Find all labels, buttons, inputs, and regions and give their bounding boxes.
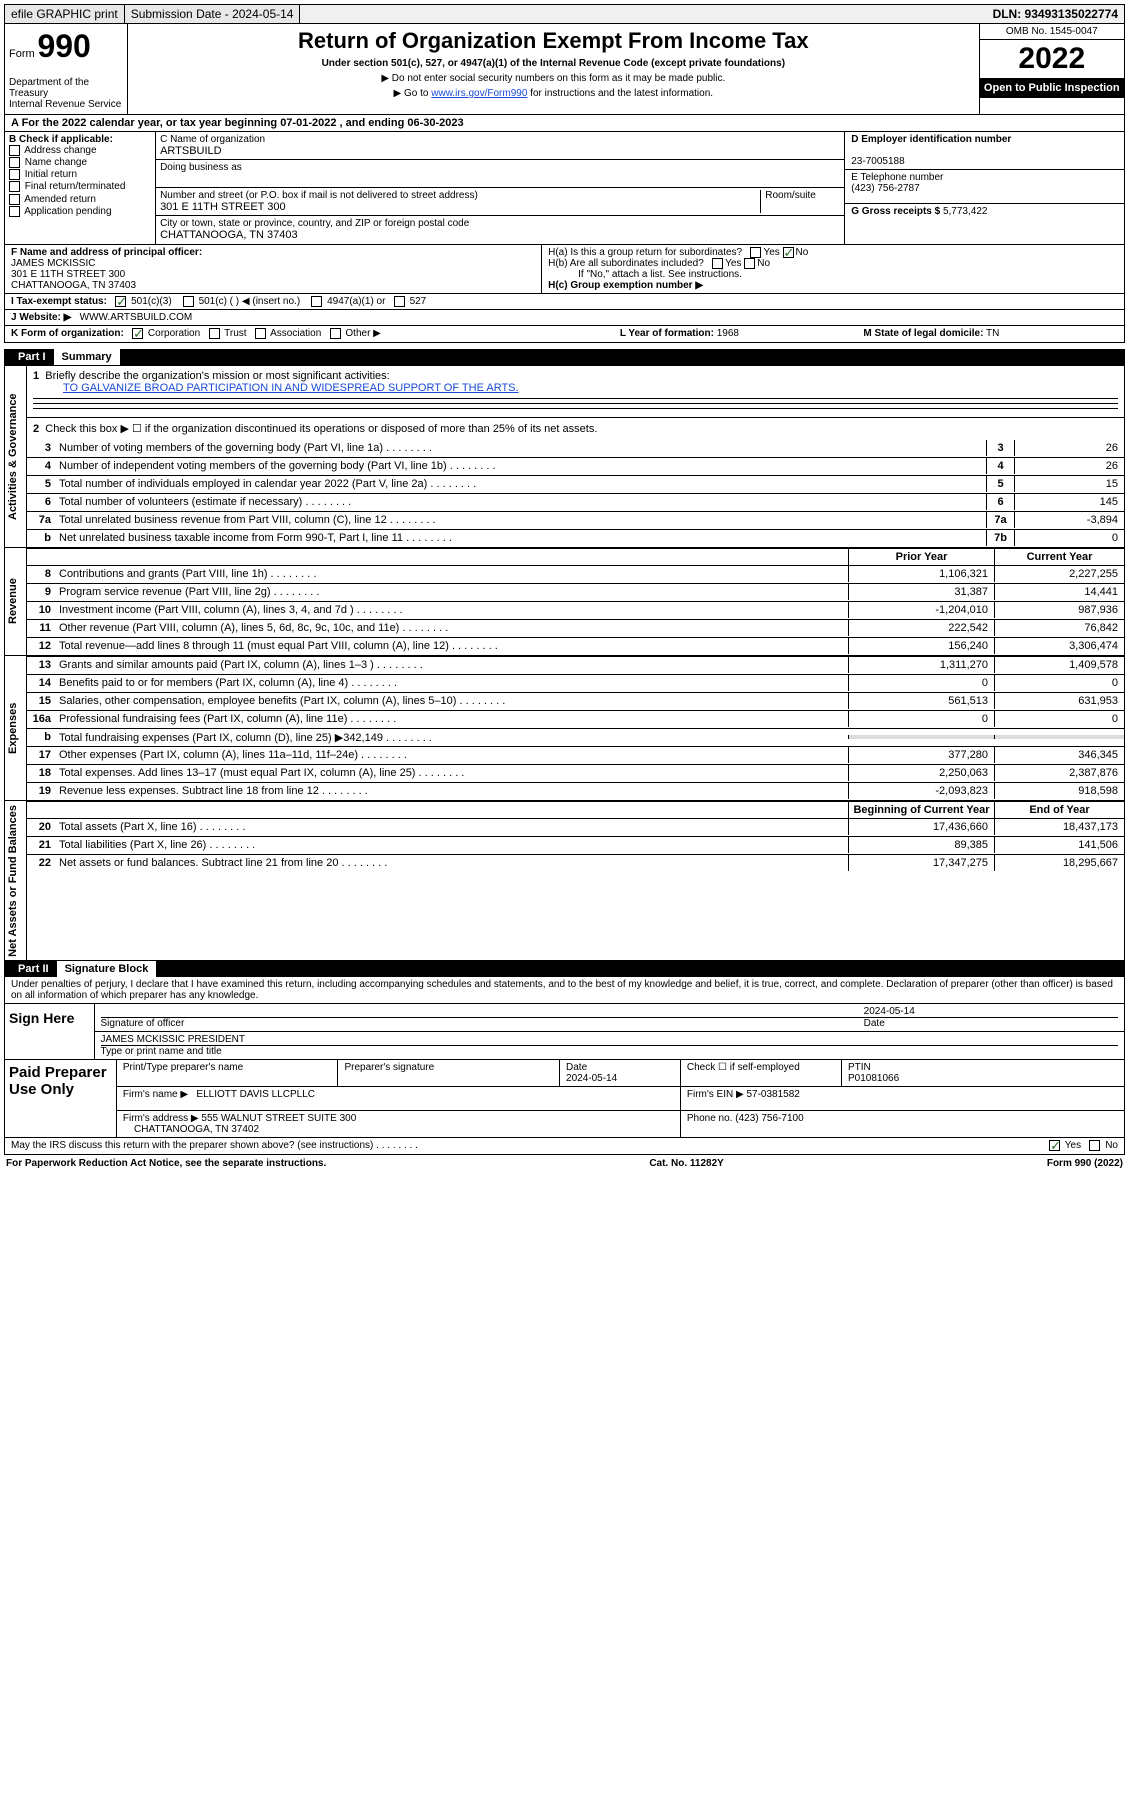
form-title: Return of Organization Exempt From Incom… <box>138 28 968 54</box>
b-label: B Check if applicable: <box>9 134 113 145</box>
vtab-gov: Activities & Governance <box>5 366 27 547</box>
g-label: G Gross receipts $ <box>851 206 940 217</box>
dba-label: Doing business as <box>160 162 242 173</box>
header: Form 990 Department of the Treasury Inte… <box>4 24 1125 115</box>
part2-header: Part IISignature Block <box>4 961 1125 977</box>
form-label: Form <box>9 48 35 60</box>
cb-address[interactable] <box>9 145 20 156</box>
firm-ein: 57-0381582 <box>746 1089 799 1100</box>
instr2-pre: ▶ Go to <box>394 88 432 99</box>
block-b-left: B Check if applicable: Address change Na… <box>5 132 156 244</box>
ptin: P01081066 <box>848 1073 899 1084</box>
vtab-net: Net Assets or Fund Balances <box>5 801 27 961</box>
cb-initial[interactable] <box>9 169 20 180</box>
submission-date: Submission Date - 2024-05-14 <box>125 5 301 23</box>
city-label: City or town, state or province, country… <box>160 218 469 229</box>
header-right: OMB No. 1545-0047 2022 Open to Public In… <box>979 24 1124 114</box>
cb-trust[interactable] <box>209 328 220 339</box>
street: 301 E 11TH STREET 300 <box>160 201 286 213</box>
org-name: ARTSBUILD <box>160 145 222 157</box>
vtab-rev: Revenue <box>5 548 27 655</box>
street-label: Number and street (or P.O. box if mail i… <box>160 190 478 201</box>
cb-501c[interactable] <box>183 296 194 307</box>
e-label: E Telephone number <box>851 172 943 183</box>
paid-preparer: Paid Preparer Use Only Print/Type prepar… <box>4 1060 1125 1138</box>
irs: Internal Revenue Service <box>9 99 123 110</box>
top-bar: efile GRAPHIC print Submission Date - 20… <box>4 4 1125 24</box>
state-domicile: TN <box>986 328 999 339</box>
f-block: F Name and address of principal officer:… <box>5 245 542 293</box>
discuss-yes[interactable] <box>1049 1140 1060 1151</box>
summary-net: Net Assets or Fund Balances Beginning of… <box>4 801 1125 962</box>
firm-addr: 555 WALNUT STREET SUITE 300 <box>201 1113 356 1124</box>
firm-name: ELLIOTT DAVIS LLCPLLC <box>196 1089 315 1100</box>
hb-yes[interactable] <box>712 258 723 269</box>
header-left: Form 990 Department of the Treasury Inte… <box>5 24 128 114</box>
header-center: Return of Organization Exempt From Incom… <box>128 24 978 114</box>
instr2: ▶ Go to www.irs.gov/Form990 for instruct… <box>138 88 968 99</box>
cb-amended[interactable] <box>9 194 20 205</box>
may-discuss: May the IRS discuss this return with the… <box>4 1138 1125 1154</box>
cb-corp[interactable] <box>132 328 143 339</box>
row-k: K Form of organization: Corporation Trus… <box>4 326 1125 342</box>
form-number: 990 <box>37 28 90 64</box>
omb: OMB No. 1545-0047 <box>980 24 1124 40</box>
d-label: D Employer identification number <box>851 134 1011 145</box>
row-i: I Tax-exempt status: 501(c)(3) 501(c) ( … <box>4 294 1125 310</box>
cb-other[interactable] <box>330 328 341 339</box>
discuss-no[interactable] <box>1089 1140 1100 1151</box>
cb-final[interactable] <box>9 181 20 192</box>
year-formation: 1968 <box>717 328 739 339</box>
vtab-exp: Expenses <box>5 656 27 800</box>
instr1: ▶ Do not enter social security numbers o… <box>138 73 968 84</box>
cb-4947[interactable] <box>311 296 322 307</box>
cb-501c3[interactable] <box>115 296 126 307</box>
gross-receipts: 5,773,422 <box>943 206 988 217</box>
sig-declare: Under penalties of perjury, I declare th… <box>4 977 1125 1004</box>
c-label: C Name of organization <box>160 134 265 145</box>
row-a: A For the 2022 calendar year, or tax yea… <box>4 115 1125 132</box>
dept: Department of the Treasury <box>9 77 123 99</box>
summary-exp: Expenses 13Grants and similar amounts pa… <box>4 656 1125 801</box>
signer-name: JAMES MCKISSIC PRESIDENT <box>101 1034 245 1045</box>
ein: 23-7005188 <box>851 156 904 167</box>
part1-header: Part ISummary <box>4 349 1125 365</box>
officer-addr1: 301 E 11TH STREET 300 <box>11 269 125 280</box>
summary-gov: Activities & Governance 1 Briefly descri… <box>4 365 1125 548</box>
mission: TO GALVANIZE BROAD PARTICIPATION IN AND … <box>33 382 1118 394</box>
sign-here: Sign Here Signature of officer 2024-05-1… <box>4 1004 1125 1060</box>
block-b-right: D Employer identification number 23-70051… <box>844 132 1124 244</box>
h-block: H(a) Is this a group return for subordin… <box>542 245 1124 293</box>
cb-assoc[interactable] <box>255 328 266 339</box>
row-j: J Website: ▶ WWW.ARTSBUILD.COM <box>4 310 1125 326</box>
website: WWW.ARTSBUILD.COM <box>80 312 193 323</box>
row-fgh: F Name and address of principal officer:… <box>4 245 1125 294</box>
subtitle: Under section 501(c), 527, or 4947(a)(1)… <box>138 58 968 69</box>
city: CHATTANOOGA, TN 37403 <box>160 229 298 241</box>
cb-527[interactable] <box>394 296 405 307</box>
officer-addr2: CHATTANOOGA, TN 37403 <box>11 280 136 291</box>
ha-yes[interactable] <box>750 247 761 258</box>
block-b: B Check if applicable: Address change Na… <box>4 132 1125 245</box>
firm-phone: (423) 756-7100 <box>735 1113 803 1124</box>
irs-link[interactable]: www.irs.gov/Form990 <box>431 88 527 99</box>
phone: (423) 756-2787 <box>851 183 919 194</box>
tax-year: 2022 <box>980 40 1124 78</box>
open-public: Open to Public Inspection <box>980 78 1124 98</box>
ha-no[interactable] <box>783 247 794 258</box>
summary-rev: Revenue Prior YearCurrent Year 8Contribu… <box>4 548 1125 656</box>
hb-no[interactable] <box>744 258 755 269</box>
instr2-post: for instructions and the latest informat… <box>527 88 713 99</box>
officer-name: JAMES MCKISSIC <box>11 258 95 269</box>
dln: DLN: 93493135022774 <box>987 5 1124 23</box>
efile-btn[interactable]: efile GRAPHIC print <box>5 5 125 23</box>
footer: For Paperwork Reduction Act Notice, see … <box>4 1155 1125 1172</box>
room-label: Room/suite <box>765 190 816 201</box>
block-b-mid: C Name of organizationARTSBUILD Doing bu… <box>156 132 844 244</box>
cb-name[interactable] <box>9 157 20 168</box>
cb-pending[interactable] <box>9 206 20 217</box>
